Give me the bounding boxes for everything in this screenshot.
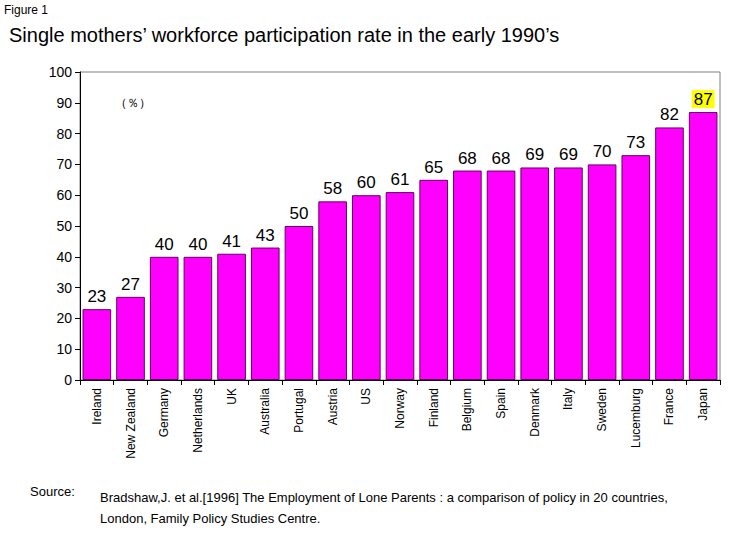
svg-text:100: 100: [49, 64, 73, 80]
svg-text:Figure 1: Figure 1: [4, 3, 48, 17]
svg-text:65: 65: [424, 158, 443, 177]
svg-text:Australia: Australia: [258, 388, 272, 435]
svg-text:68: 68: [492, 149, 511, 168]
svg-text:58: 58: [323, 179, 342, 198]
svg-text:43: 43: [256, 226, 275, 245]
svg-text:London, Family Policy Studies: London, Family Policy Studies Centre.: [100, 511, 320, 526]
svg-text:Single mothers’ workforce part: Single mothers’ workforce participation …: [9, 24, 559, 46]
svg-text:50: 50: [56, 218, 72, 234]
svg-text:Portugal: Portugal: [292, 388, 306, 433]
svg-text:23: 23: [87, 287, 106, 306]
svg-text:Ireland: Ireland: [90, 388, 104, 425]
svg-text:70: 70: [593, 142, 612, 161]
svg-text:Bradshaw,J. et al.[1996] The E: Bradshaw,J. et al.[1996] The Employment …: [100, 490, 668, 505]
svg-text:UK: UK: [225, 388, 239, 405]
svg-text:Lucemburg: Lucemburg: [629, 388, 643, 448]
svg-text:90: 90: [56, 95, 72, 111]
svg-text:40: 40: [188, 235, 207, 254]
svg-text:Finland: Finland: [427, 388, 441, 427]
svg-text:27: 27: [121, 275, 140, 294]
svg-text:82: 82: [660, 105, 679, 124]
svg-text:New Zealand: New Zealand: [124, 388, 138, 459]
svg-text:Germany: Germany: [157, 388, 171, 437]
svg-text:Source:: Source:: [30, 484, 75, 499]
svg-text:France: France: [662, 388, 676, 426]
svg-text:0: 0: [64, 372, 72, 388]
svg-text:Japan: Japan: [696, 388, 710, 421]
svg-text:87: 87: [694, 90, 713, 109]
svg-text:Belgium: Belgium: [460, 388, 474, 431]
svg-text:41: 41: [222, 232, 241, 251]
svg-text:40: 40: [155, 235, 174, 254]
svg-text:10: 10: [56, 341, 72, 357]
svg-text:US: US: [359, 388, 373, 405]
svg-text:Norway: Norway: [393, 388, 407, 429]
svg-text:70: 70: [56, 156, 72, 172]
svg-text:80: 80: [56, 126, 72, 142]
svg-text:Denmark: Denmark: [528, 387, 542, 437]
svg-text:60: 60: [357, 173, 376, 192]
svg-text:（％）: （％）: [115, 96, 151, 110]
svg-text:50: 50: [289, 204, 308, 223]
svg-text:30: 30: [56, 280, 72, 296]
svg-text:40: 40: [56, 249, 72, 265]
svg-text:69: 69: [559, 145, 578, 164]
svg-text:Sweden: Sweden: [595, 388, 609, 431]
svg-text:Spain: Spain: [494, 388, 508, 419]
svg-text:20: 20: [56, 310, 72, 326]
svg-text:Netherlands: Netherlands: [191, 388, 205, 453]
svg-text:Italy: Italy: [561, 388, 575, 410]
svg-text:69: 69: [525, 145, 544, 164]
svg-text:Austria: Austria: [326, 388, 340, 426]
svg-text:60: 60: [56, 187, 72, 203]
svg-text:73: 73: [626, 133, 645, 152]
svg-text:61: 61: [391, 170, 410, 189]
svg-text:68: 68: [458, 149, 477, 168]
